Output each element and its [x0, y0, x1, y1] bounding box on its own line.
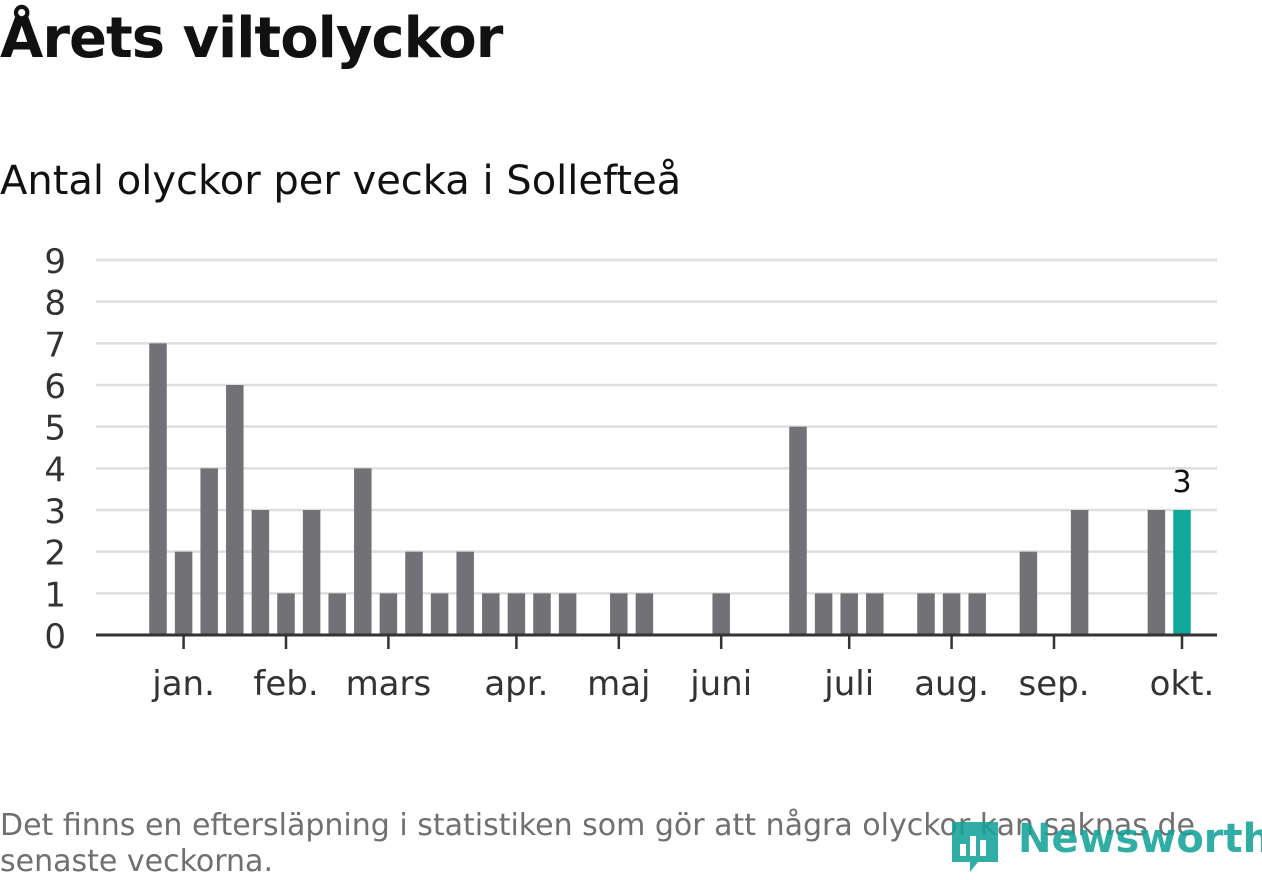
bar-week-24	[712, 593, 730, 635]
bar-week-42	[1173, 510, 1191, 635]
bar-week-3	[174, 551, 193, 635]
bar-week-12	[405, 551, 423, 635]
bar-week-2	[149, 343, 167, 635]
bar-week-7	[277, 593, 295, 635]
bar-week-17	[533, 593, 551, 635]
y-tick-label-8: 8	[44, 284, 66, 324]
x-tick-label-jan.: jan.	[151, 664, 215, 704]
y-tick-label-9: 9	[44, 242, 66, 282]
bar-week-5	[226, 385, 244, 635]
y-tick-label-7: 7	[44, 325, 66, 365]
bar-week-21	[635, 593, 654, 635]
last-value-label: 3	[1172, 465, 1191, 500]
x-axis: jan. feb. mars apr. maj juni juli aug. sep. okt.	[96, 633, 1217, 704]
bar-week-34	[968, 593, 986, 635]
y-tick-label-6: 6	[44, 367, 66, 407]
chart-subtitle: Antal olyckor per vecka i Sollefteå	[0, 158, 682, 204]
x-tick-label-apr.: apr.	[484, 664, 548, 704]
y-tick-label-1: 1	[44, 575, 66, 615]
bar-week-38	[1070, 510, 1089, 635]
bar-week-30	[866, 593, 884, 635]
newsworthy-logo: Newsworthy	[948, 812, 1262, 879]
bar-week-32	[917, 593, 935, 635]
bar-week-16	[507, 593, 526, 635]
bar-week-33	[942, 593, 961, 635]
x-tick-label-juni: juni	[689, 664, 752, 704]
bar-week-8	[302, 510, 321, 635]
x-tick-label-sep.: sep.	[1018, 664, 1089, 704]
bar-week-41	[1147, 510, 1166, 635]
bar-week-13	[430, 593, 449, 635]
y-tick-label-5: 5	[44, 409, 66, 449]
bar-week-11	[379, 593, 398, 635]
x-tick-label-maj: maj	[587, 664, 650, 704]
chart-title: Årets viltolyckor	[0, 6, 503, 71]
bar-week-36	[1019, 551, 1038, 635]
y-tick-label-2: 2	[44, 534, 66, 574]
bar-week-10	[354, 468, 372, 635]
x-tick-label-aug.: aug.	[914, 664, 989, 704]
newsworthy-logo-icon	[952, 822, 998, 872]
y-tick-label-3: 3	[44, 492, 66, 532]
bar-week-15	[482, 593, 500, 635]
bar-week-4	[200, 468, 218, 635]
bar-week-27	[789, 426, 807, 635]
gridlines	[96, 258, 1217, 595]
newsworthy-logo-text: Newsworthy	[1018, 816, 1262, 862]
bar-week-28	[814, 593, 833, 635]
y-tick-label-0: 0	[44, 617, 66, 657]
bar-week-14	[456, 551, 474, 635]
x-tick-label-okt.: okt.	[1150, 664, 1215, 704]
data-labels: 3	[1172, 465, 1191, 500]
bar-week-20	[610, 593, 628, 635]
x-tick-label-mars: mars	[346, 664, 432, 704]
y-tick-label-4: 4	[44, 450, 66, 490]
bar-week-9	[328, 593, 346, 635]
x-tick-label-juli: juli	[823, 664, 874, 704]
bar-week-29	[840, 593, 858, 635]
bar-week-6	[251, 510, 270, 635]
x-tick-label-feb.: feb.	[253, 664, 318, 704]
bar-week-18	[558, 593, 577, 635]
bars	[149, 343, 1191, 635]
